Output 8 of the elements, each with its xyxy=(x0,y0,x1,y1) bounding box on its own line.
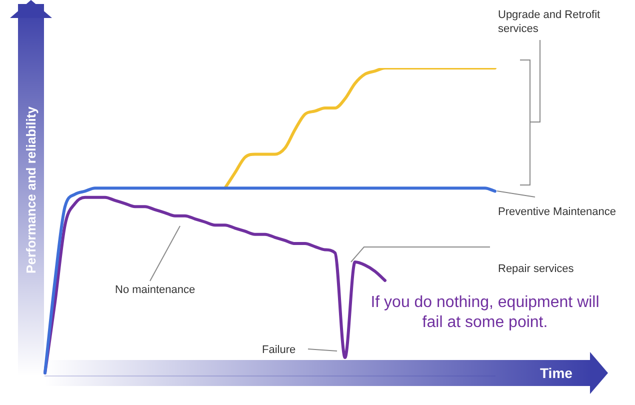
y-axis-title: Performance and reliability xyxy=(24,106,38,274)
text: Preventive Maintenance xyxy=(498,205,618,219)
x-axis-title: Time xyxy=(540,365,572,381)
annotation: Failure xyxy=(262,343,297,357)
text: Upgrade and Retrofit services xyxy=(498,8,602,36)
text: Repair services xyxy=(498,262,575,276)
annotation: If you do nothing, equipment will fail at some point. xyxy=(370,293,600,333)
annotation: No maintenance xyxy=(115,283,196,297)
